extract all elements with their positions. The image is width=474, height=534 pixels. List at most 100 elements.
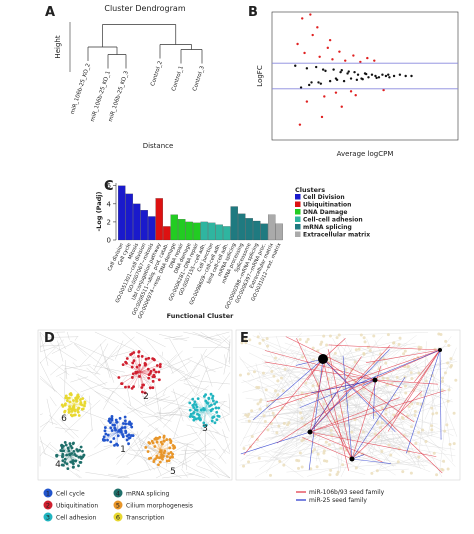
target-edge [240,431,311,455]
network-edge [239,455,294,466]
network-edge [110,349,137,358]
network-node [378,356,382,360]
cluster-node [140,390,144,394]
network-edge [333,343,407,362]
network-edge [127,388,131,406]
data-point [326,46,329,50]
network-edge [286,417,379,444]
network-edge [216,333,231,346]
bar [223,226,231,241]
network-edge [145,372,191,403]
cluster-node [147,356,151,360]
network-node [359,333,363,337]
cluster-node [124,431,128,434]
network-edge [59,418,79,438]
network-edge [183,367,196,382]
cluster-node [60,446,64,450]
cluster-edge [117,423,132,433]
network-edge [104,356,115,383]
network-edge [39,361,55,392]
data-point [410,74,413,78]
network-node [283,367,287,371]
network-node [354,348,358,352]
network-node [386,376,390,380]
network-node [409,471,413,475]
cluster-edge [204,409,215,417]
cluster-node [123,419,127,423]
network-edge [215,432,229,439]
cluster-edge [62,454,71,466]
network-edge [255,398,390,478]
network-edge [288,410,361,426]
cluster-node [215,418,219,422]
cluster-node [82,453,86,457]
cluster-node [148,442,152,445]
network-node [431,412,435,416]
network-node [417,348,421,352]
legend-label: Extracellular matrix [303,232,370,239]
data-point [340,105,343,108]
cluster-node [143,391,147,395]
cluster-edge [198,409,206,419]
network-node [384,412,388,416]
network-node [440,388,444,392]
network-node [407,405,411,409]
network-node [396,460,400,464]
network-edge [80,382,108,393]
bar [185,221,193,241]
network-edge [238,368,419,421]
legend-swatch [295,194,301,200]
network-node [424,379,428,383]
target-edge [342,355,353,460]
network-edge [270,364,387,466]
network-edge [445,410,453,462]
cluster-edge [159,437,164,451]
target-edge [296,338,353,460]
network-node [250,435,254,439]
network-edge [178,442,211,465]
cluster-edge [159,439,170,451]
network-node [269,473,273,477]
cluster-node [79,398,82,401]
data-point [347,70,350,73]
cluster-node [169,441,173,445]
cluster-node [195,408,199,412]
network-node [449,357,453,361]
data-point [370,73,374,76]
bar [200,221,208,241]
network-edge [296,378,300,447]
cluster-edge [70,393,75,406]
data-point [320,115,324,119]
network-edge [131,396,156,414]
cluster-node [112,437,116,440]
cluster-node [216,414,220,418]
network-node [336,470,340,474]
network-edge [39,346,56,353]
cluster-edge [66,454,71,464]
cluster-node [140,386,144,389]
network-edge [276,336,322,466]
network-edge [93,365,125,373]
legend-marker [43,500,53,510]
cluster-edge [117,420,126,433]
plot-frame [271,11,459,141]
cluster-edge [204,396,206,411]
cluster-node [128,436,132,439]
network-edge [326,348,425,469]
cluster-node [121,433,124,437]
network-node [282,463,286,467]
network-node [328,473,332,477]
data-point [331,58,334,61]
network-node [443,429,447,433]
network-node [380,421,384,425]
network-node [300,465,304,469]
network-node [372,361,376,365]
network-edge [195,413,209,423]
cluster-node [202,424,206,428]
legend-label: Transcription [125,515,165,522]
network-edge [275,358,428,461]
network-edge [87,444,116,458]
legend-number: 1 [46,490,50,498]
network-node [402,352,406,356]
network-node [380,450,384,454]
